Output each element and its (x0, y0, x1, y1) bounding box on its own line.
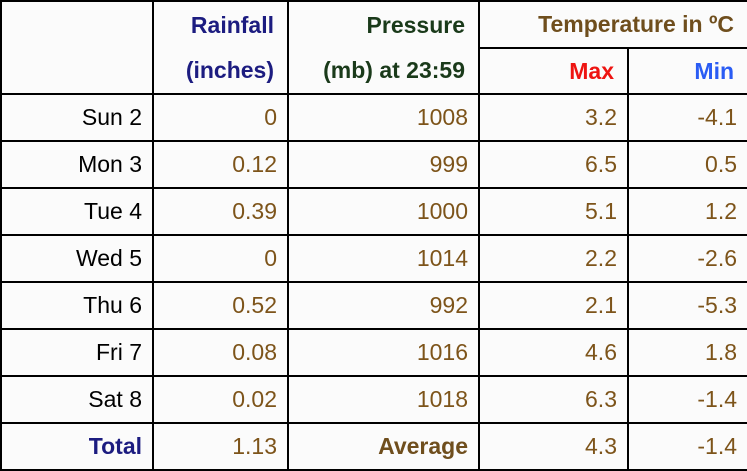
table-row-sun2: Sun 2 0 1008 3.2 -4.1 (0, 93, 747, 142)
temp-min-cell: -4.1 (626, 93, 747, 142)
temp-min-cell: -1.4 (626, 375, 747, 424)
table-row-fri7: Fri 7 0.08 1016 4.6 1.8 (0, 328, 747, 377)
temp-max-cell: 6.5 (478, 140, 629, 189)
pressure-cell: 1016 (287, 328, 480, 377)
day-cell: Fri 7 (0, 328, 154, 377)
temp-max-cell: 3.2 (478, 93, 629, 142)
rainfall-cell: 0.08 (152, 328, 289, 377)
total-label: Total (0, 422, 154, 471)
pressure-cell: 992 (287, 281, 480, 330)
temp-max-cell: 6.3 (478, 375, 629, 424)
pressure-cell: 999 (287, 140, 480, 189)
temp-min-cell: 0.5 (626, 140, 747, 189)
day-cell: Sun 2 (0, 93, 154, 142)
rainfall-cell: 0 (152, 93, 289, 142)
summary-row: Total 1.13 Average 4.3 -1.4 (0, 422, 747, 471)
corner-header-cell (0, 0, 154, 95)
table-row-wed5: Wed 5 0 1014 2.2 -2.6 (0, 234, 747, 283)
temp-min-average-cell: -1.4 (626, 422, 747, 471)
table-row-tue4: Tue 4 0.39 1000 5.1 1.2 (0, 187, 747, 236)
table-row-sat8: Sat 8 0.02 1018 6.3 -1.4 (0, 375, 747, 424)
table-row-mon3: Mon 3 0.12 999 6.5 0.5 (0, 140, 747, 189)
temperature-min-header: Min (626, 47, 747, 95)
temp-max-cell: 2.2 (478, 234, 629, 283)
temp-min-cell: -2.6 (626, 234, 747, 283)
rainfall-cell: 0 (152, 234, 289, 283)
temperature-group-header: Temperature in ºC (477, 0, 747, 49)
temp-min-cell: 1.2 (626, 187, 747, 236)
day-cell: Tue 4 (0, 187, 154, 236)
pressure-header-line1: Pressure (366, 11, 465, 38)
pressure-cell: 1018 (287, 375, 480, 424)
pressure-column-header: Pressure (mb) at 23:59 (287, 0, 480, 95)
temp-min-cell: 1.8 (626, 328, 747, 377)
temp-max-average-cell: 4.3 (478, 422, 629, 471)
temperature-max-header: Max (478, 47, 629, 95)
temp-max-cell: 4.6 (478, 328, 629, 377)
day-cell: Thu 6 (0, 281, 154, 330)
table-row-thu6: Thu 6 0.52 992 2.1 -5.3 (0, 281, 747, 330)
pressure-cell: 1008 (287, 93, 480, 142)
rainfall-column-header: Rainfall (inches) (152, 0, 289, 95)
rainfall-cell: 0.52 (152, 281, 289, 330)
rainfall-cell: 0.39 (152, 187, 289, 236)
rainfall-cell: 0.02 (152, 375, 289, 424)
rainfall-header-line1: Rainfall (190, 11, 274, 38)
rainfall-cell: 0.12 (152, 140, 289, 189)
temp-max-cell: 5.1 (478, 187, 629, 236)
day-cell: Mon 3 (0, 140, 154, 189)
rainfall-total-cell: 1.13 (152, 422, 289, 471)
pressure-cell: 1014 (287, 234, 480, 283)
temp-min-cell: -5.3 (626, 281, 747, 330)
average-label: Average (287, 422, 480, 471)
day-cell: Sat 8 (0, 375, 154, 424)
day-cell: Wed 5 (0, 234, 154, 283)
temp-max-cell: 2.1 (478, 281, 629, 330)
pressure-cell: 1000 (287, 187, 480, 236)
pressure-header-line2: (mb) at 23:59 (323, 56, 465, 83)
rainfall-header-line2: (inches) (185, 56, 274, 83)
